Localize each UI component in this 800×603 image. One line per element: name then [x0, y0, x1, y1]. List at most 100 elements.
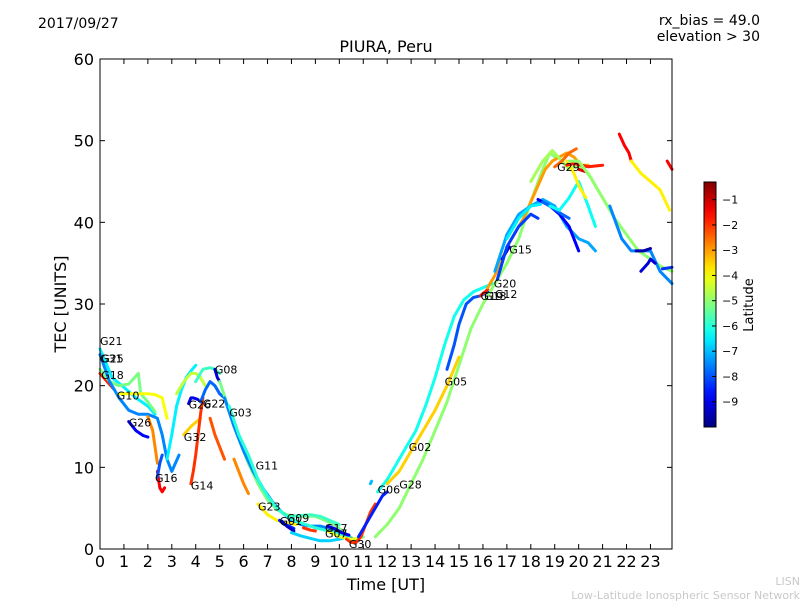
satellite-label: G23: [258, 501, 281, 514]
satellite-label: G02: [409, 441, 432, 454]
satellite-label: G10: [117, 390, 140, 403]
colorbar-tick-label: −5: [722, 295, 738, 308]
satellite-label: G20: [494, 278, 517, 291]
plot-area: [100, 59, 672, 549]
credit-line2: Low-Latitude Ionospheric Sensor Network: [571, 589, 800, 602]
tec-series-line: [634, 247, 652, 253]
y-tick-label: 50: [74, 132, 94, 151]
tec-series-line: [660, 265, 674, 271]
tec-series-line: [182, 416, 202, 437]
satellite-label: G05: [445, 376, 468, 389]
colorbar-scale: [703, 181, 717, 428]
tec-series-line: [301, 526, 317, 533]
tec-series-line: [376, 282, 494, 494]
x-tick-label: 20: [568, 552, 588, 571]
satellite-label: G30: [349, 538, 372, 551]
colorbar-tick-label: −4: [722, 269, 738, 282]
colorbar-tick-label: −1: [722, 194, 738, 207]
elevation-label: elevation > 30: [656, 29, 760, 45]
colorbar: −9 −8 −7 −6 −5 −4 −3 −2 −1 Latitude: [703, 181, 757, 428]
tec-series-line: [208, 416, 226, 461]
tec-series-line: [493, 198, 597, 273]
tec-series-line: [146, 415, 159, 465]
tec-series-line: [565, 159, 588, 200]
chart-title: PIURA, Peru: [339, 37, 433, 56]
date-label: 2017/09/27: [38, 16, 119, 32]
satellite-label: G16: [155, 472, 178, 485]
credit-label: LISN Low-Latitude Ionospheric Sensor Net…: [571, 575, 800, 603]
tec-series-line: [565, 162, 605, 169]
x-tick-label: 15: [449, 552, 469, 571]
x-tick-label: 8: [286, 552, 296, 571]
tec-series-line: [117, 392, 169, 420]
params-label: rx_bias = 49.0 elevation > 30: [657, 13, 760, 45]
tec-series-line: [541, 200, 571, 220]
x-tick-label: 6: [239, 552, 249, 571]
satellite-label: G07: [325, 528, 348, 541]
satellite-label: G13: [484, 290, 507, 303]
x-tick-label: 5: [215, 552, 225, 571]
satellite-label: G19: [481, 290, 504, 303]
x-tick-label: 2: [143, 552, 153, 571]
tec-series-line: [617, 132, 633, 163]
tec-series-line: [325, 529, 360, 541]
satellite-label: G01: [280, 515, 303, 528]
credit-line1: LISN: [775, 575, 800, 588]
x-tick-label: 23: [640, 552, 660, 571]
tec-series-line: [175, 371, 207, 396]
tec-series-line: [357, 490, 389, 539]
satellite-label: G26: [189, 399, 212, 412]
satellite-label: G29: [557, 161, 580, 174]
x-tick-label: 22: [616, 552, 636, 571]
x-tick-label: 16: [473, 552, 493, 571]
tec-series-line: [639, 257, 657, 273]
x-tick-label: 4: [191, 552, 201, 571]
x-tick-label: 13: [401, 552, 421, 571]
x-tick-label: 1: [119, 552, 129, 571]
tec-series-line: [505, 202, 542, 241]
satellite-label: G26: [129, 416, 152, 429]
x-axis-label: Time [UT]: [346, 575, 425, 594]
satellite-label: G22: [203, 398, 226, 411]
x-tick-label: 3: [167, 552, 177, 571]
series-group: [98, 132, 674, 544]
colorbar-tick-label: −3: [722, 244, 738, 257]
tec-series-line: [199, 380, 226, 404]
x-tick-label: 17: [497, 552, 517, 571]
tec-series-line: [345, 502, 377, 544]
satellite-label: G12: [495, 288, 518, 301]
tec-series-line: [98, 353, 181, 473]
x-tick-label: 11: [353, 552, 373, 571]
y-tick-label: 40: [74, 213, 94, 232]
y-tick-label: 20: [74, 377, 94, 396]
tec-series-line: [213, 367, 222, 384]
satellite-label: G15: [509, 243, 532, 256]
satellite-label: G08: [215, 363, 238, 376]
x-axis: 0 1 2 3 4 5 6 7 8 9 10 11 12 13 14 15 16 17 18 19 20 21 22 23Ti…: [95, 59, 661, 594]
satellite-label: G11: [256, 460, 279, 473]
x-tick-label: 12: [377, 552, 397, 571]
colorbar-tick-label: −8: [722, 370, 738, 383]
tec-series-line: [256, 502, 298, 526]
tec-series-line: [165, 363, 198, 461]
y-tick-label: 30: [74, 295, 94, 314]
tec-series-line: [368, 479, 374, 486]
y-tick-label: 0: [84, 540, 94, 559]
tec-series-line: [127, 420, 150, 439]
satellite-label: G09: [287, 512, 310, 525]
satellite-label: G25: [101, 353, 124, 366]
colorbar-tick-label: −6: [722, 320, 738, 333]
satellite-label: G06: [378, 483, 401, 496]
satellite-label: G14: [191, 479, 214, 492]
satellite-label: G18: [101, 369, 124, 382]
tec-series-line: [665, 159, 674, 171]
x-tick-label: 18: [521, 552, 541, 571]
tec-series-line: [227, 404, 346, 539]
x-tick-label: 7: [262, 552, 272, 571]
tec-series-line: [187, 396, 200, 406]
x-tick-label: 9: [310, 552, 320, 571]
tec-series-line: [629, 159, 672, 212]
y-axis: 0 10 20 30 40 50 60 TEC [UNITS]: [51, 50, 672, 559]
tec-series-line: [553, 147, 578, 169]
